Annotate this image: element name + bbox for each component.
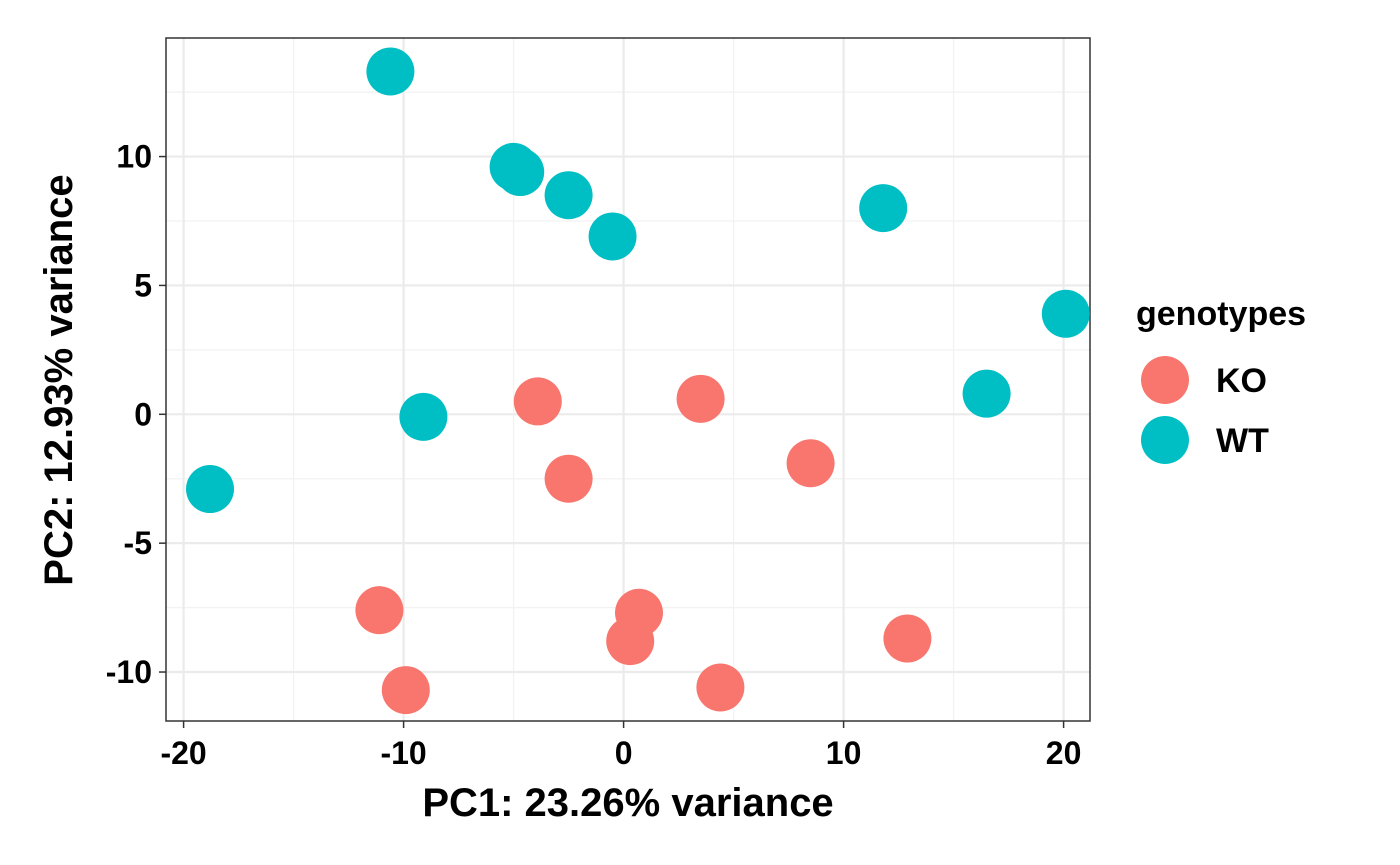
x-tick-label: 10 (826, 735, 862, 771)
y-tick-label: -10 (106, 654, 152, 690)
x-tick-label: 20 (1046, 735, 1082, 771)
data-point-ko (544, 454, 593, 503)
data-point-wt (1041, 289, 1090, 338)
data-point-wt (186, 465, 234, 514)
data-point-ko (786, 439, 835, 488)
plot-panel (165, 37, 1091, 722)
data-points (186, 47, 1090, 715)
y-axis-ticks: -10 -5 0 5 10 (106, 139, 166, 690)
legend-label-ko: KO (1216, 362, 1267, 400)
y-tick-label: 10 (116, 139, 152, 175)
data-point-wt (859, 184, 908, 233)
y-tick-label: -5 (124, 525, 152, 561)
x-tick-label: 0 (615, 735, 633, 771)
legend-key-wt (1141, 416, 1189, 464)
data-point-wt (962, 369, 1011, 418)
data-point-wt (399, 392, 448, 441)
legend: genotypes KO WT (1136, 295, 1306, 464)
data-point-ko (696, 663, 745, 712)
y-tick-label: 5 (134, 267, 152, 303)
legend-title: genotypes (1136, 295, 1306, 333)
panel-border (165, 37, 1091, 722)
data-point-ko (606, 617, 655, 666)
y-axis-title: PC2: 12.93% variance (37, 174, 81, 585)
data-point-wt (496, 148, 545, 197)
legend-key-ko (1141, 356, 1189, 404)
legend-label-wt: WT (1216, 422, 1269, 460)
data-point-ko (883, 614, 932, 663)
y-tick-label: 0 (134, 396, 152, 432)
x-axis-title: PC1: 23.26% variance (422, 781, 833, 825)
data-point-wt (588, 212, 637, 261)
x-tick-label: -10 (380, 735, 426, 771)
data-point-ko (381, 666, 430, 715)
x-tick-label: -20 (160, 735, 206, 771)
data-point-ko (676, 374, 725, 423)
data-point-ko (355, 586, 404, 635)
data-point-wt (366, 47, 415, 96)
data-point-ko (513, 377, 562, 426)
data-point-wt (544, 171, 593, 220)
x-axis-ticks: -20 -10 0 10 20 (160, 721, 1081, 771)
